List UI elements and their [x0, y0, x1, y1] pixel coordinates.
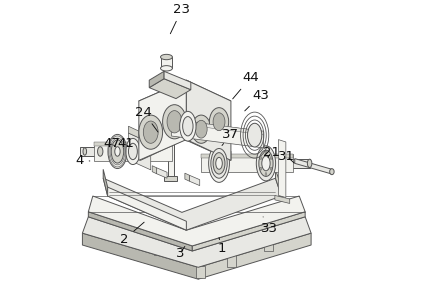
Ellipse shape — [182, 117, 193, 136]
Polygon shape — [171, 119, 264, 148]
Text: 47: 47 — [103, 137, 120, 150]
Polygon shape — [83, 233, 198, 279]
Polygon shape — [201, 154, 293, 158]
Ellipse shape — [329, 169, 334, 175]
Text: 44: 44 — [233, 71, 259, 99]
Ellipse shape — [262, 156, 270, 171]
Ellipse shape — [270, 167, 272, 170]
Ellipse shape — [265, 173, 267, 176]
Ellipse shape — [126, 138, 140, 165]
Ellipse shape — [98, 147, 103, 156]
Polygon shape — [88, 196, 305, 246]
Polygon shape — [80, 147, 100, 156]
Polygon shape — [83, 217, 311, 267]
Ellipse shape — [161, 54, 172, 60]
Text: 43: 43 — [245, 89, 269, 111]
Ellipse shape — [210, 108, 229, 136]
Ellipse shape — [248, 123, 262, 147]
Ellipse shape — [211, 148, 227, 178]
Text: 2: 2 — [120, 222, 144, 246]
Polygon shape — [123, 233, 132, 245]
Polygon shape — [196, 266, 205, 278]
Ellipse shape — [216, 157, 222, 169]
Ellipse shape — [191, 115, 211, 143]
Ellipse shape — [111, 140, 124, 163]
Polygon shape — [186, 80, 231, 160]
Polygon shape — [227, 255, 236, 267]
Ellipse shape — [115, 147, 120, 156]
Polygon shape — [139, 80, 231, 122]
Polygon shape — [149, 79, 191, 99]
Text: 41: 41 — [117, 137, 134, 150]
Polygon shape — [278, 140, 286, 198]
Text: 3: 3 — [176, 247, 185, 260]
Polygon shape — [275, 195, 290, 203]
Ellipse shape — [195, 120, 207, 138]
Text: 37: 37 — [222, 128, 239, 146]
Ellipse shape — [163, 105, 186, 139]
Polygon shape — [192, 212, 305, 251]
Polygon shape — [161, 57, 172, 68]
Ellipse shape — [167, 111, 182, 133]
Ellipse shape — [180, 111, 196, 141]
Text: 31: 31 — [278, 150, 295, 163]
Ellipse shape — [213, 113, 225, 131]
Ellipse shape — [270, 157, 272, 159]
Ellipse shape — [139, 115, 163, 149]
Polygon shape — [107, 187, 186, 230]
Text: 23: 23 — [170, 3, 190, 34]
Text: 24: 24 — [135, 106, 158, 132]
Polygon shape — [152, 166, 157, 174]
Polygon shape — [284, 159, 309, 168]
Ellipse shape — [143, 121, 158, 143]
Polygon shape — [128, 133, 151, 170]
Ellipse shape — [128, 143, 137, 160]
Polygon shape — [201, 154, 293, 172]
Polygon shape — [154, 244, 163, 255]
Polygon shape — [295, 159, 332, 174]
Ellipse shape — [161, 66, 172, 71]
Ellipse shape — [108, 134, 127, 169]
Polygon shape — [185, 173, 189, 181]
Polygon shape — [171, 119, 264, 135]
Polygon shape — [139, 80, 186, 160]
Ellipse shape — [256, 146, 276, 181]
Polygon shape — [140, 131, 185, 160]
Polygon shape — [264, 239, 273, 251]
Polygon shape — [185, 131, 231, 160]
Text: 21: 21 — [263, 146, 280, 159]
Ellipse shape — [260, 167, 262, 170]
Polygon shape — [103, 178, 281, 230]
Ellipse shape — [307, 159, 312, 168]
Polygon shape — [164, 176, 178, 181]
Ellipse shape — [265, 151, 267, 154]
Ellipse shape — [260, 157, 262, 159]
Ellipse shape — [213, 153, 225, 174]
Polygon shape — [128, 126, 151, 143]
Text: 1: 1 — [218, 238, 226, 255]
Text: 33: 33 — [261, 217, 278, 235]
Polygon shape — [164, 71, 191, 90]
Polygon shape — [103, 169, 107, 196]
Polygon shape — [94, 142, 171, 146]
Polygon shape — [157, 168, 167, 178]
Polygon shape — [88, 212, 192, 251]
Polygon shape — [275, 169, 281, 196]
Polygon shape — [198, 233, 311, 279]
Polygon shape — [168, 131, 174, 181]
Polygon shape — [149, 71, 164, 88]
Polygon shape — [94, 142, 171, 161]
Ellipse shape — [83, 148, 87, 155]
Ellipse shape — [259, 150, 273, 176]
Text: 4: 4 — [75, 154, 90, 167]
Polygon shape — [189, 175, 200, 186]
Ellipse shape — [209, 144, 230, 182]
